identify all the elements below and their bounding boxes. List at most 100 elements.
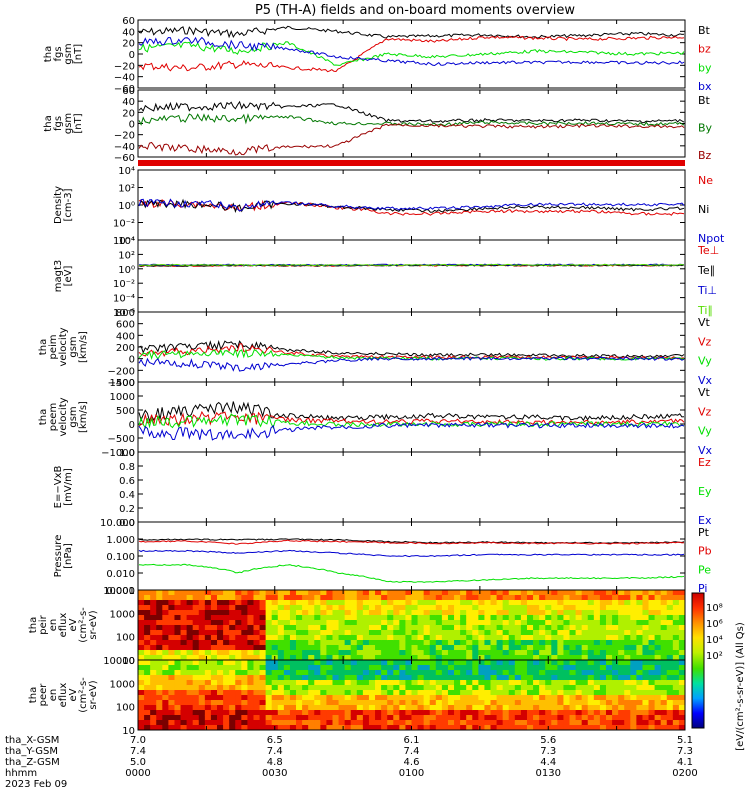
- spectrogram-cell: [223, 725, 230, 731]
- spectrogram-cell: [399, 700, 406, 706]
- spectrogram-cell: [223, 660, 230, 666]
- spectrogram-cell: [198, 695, 206, 701]
- spectrogram-cell: [241, 670, 248, 676]
- spectrogram-cell: [569, 630, 576, 636]
- legend-Vt: Vt: [698, 386, 711, 399]
- spectrogram-cell: [138, 690, 145, 696]
- spectrogram-cell: [599, 625, 607, 631]
- spectrogram-cell: [235, 605, 242, 611]
- spectrogram-cell: [417, 590, 425, 596]
- spectrogram-cell: [478, 695, 485, 701]
- spectrogram-cell: [660, 615, 668, 621]
- spectrogram-cell: [612, 720, 619, 726]
- spectrogram-cell: [375, 595, 382, 601]
- spectrogram-cell: [460, 715, 467, 721]
- spectrogram-cell: [514, 695, 522, 701]
- spectrogram-cell: [162, 720, 169, 726]
- spectrogram-cell: [551, 610, 558, 616]
- spectrogram-cell: [484, 715, 491, 721]
- spectrogram-cell: [630, 645, 637, 651]
- spectrogram-cell: [575, 725, 583, 731]
- spectrogram-cell: [502, 675, 510, 681]
- spectrogram-cell: [296, 605, 303, 611]
- spectrogram-cell: [490, 720, 497, 726]
- spectrogram-cell: [253, 725, 260, 731]
- spectrogram-cell: [314, 660, 321, 666]
- spectrogram-cell: [223, 680, 230, 686]
- spectrogram-cell: [605, 605, 613, 611]
- spectrogram-cell: [581, 710, 589, 716]
- spectrogram-cell: [277, 675, 285, 681]
- spectrogram-cell: [302, 725, 309, 731]
- spectrogram-cell: [277, 640, 285, 646]
- y-tick-label: 0.6: [119, 476, 135, 487]
- spectrogram-cell: [210, 620, 218, 626]
- spectrogram-cell: [563, 590, 570, 596]
- spectrogram-cell: [162, 675, 169, 681]
- spectrogram-cell: [308, 630, 315, 636]
- y-label-line: gsm: [68, 406, 79, 427]
- spectrogram-cell: [612, 615, 619, 621]
- spectrogram-cell: [496, 595, 504, 601]
- spectrogram-cell: [624, 605, 631, 611]
- spectrogram-cell: [423, 595, 431, 601]
- spectrogram-cell: [405, 600, 412, 606]
- spectrogram-cell: [350, 600, 358, 606]
- spectrogram-cell: [466, 630, 473, 636]
- spectrogram-cell: [332, 685, 339, 691]
- spectrogram-cell: [217, 670, 224, 676]
- spectrogram-cell: [563, 700, 570, 706]
- spectrogram-cell: [229, 655, 236, 661]
- spectrogram-cell: [417, 670, 425, 676]
- spectrogram-cell: [466, 620, 473, 626]
- spectrogram-cell: [514, 720, 522, 726]
- spectrogram-cell: [581, 620, 589, 626]
- spectrogram-cell: [648, 590, 656, 596]
- spectrogram-cell: [520, 610, 528, 616]
- spectrogram-cell: [508, 695, 516, 701]
- spectrogram-cell: [186, 620, 194, 626]
- spectrogram-cell: [441, 685, 449, 691]
- spectrogram-cell: [217, 695, 224, 701]
- spectrogram-cell: [381, 685, 388, 691]
- spectrogram-cell: [150, 615, 157, 621]
- spectrogram-cell: [259, 705, 267, 711]
- spectrogram-cell: [660, 650, 668, 656]
- spectrogram-cell: [441, 615, 449, 621]
- y-label-line: [nPa]: [63, 543, 74, 569]
- spectrogram-cell: [441, 625, 449, 631]
- spectrogram-cell: [241, 600, 248, 606]
- spectrogram-cell: [678, 590, 686, 596]
- spectrogram-cell: [435, 715, 443, 721]
- spectrogram-cell: [605, 625, 613, 631]
- spectrogram-cell: [447, 645, 455, 651]
- spectrogram-cell: [466, 710, 473, 716]
- spectrogram-cell: [417, 685, 425, 691]
- spectrogram-cell: [308, 635, 315, 641]
- spectrogram-cell: [539, 605, 546, 611]
- spectrogram-cell: [545, 700, 552, 706]
- spectrogram-cell: [314, 625, 321, 631]
- spectrogram-cell: [508, 660, 516, 666]
- y-label-line: eV: [68, 618, 79, 631]
- spectrogram-cell: [314, 720, 321, 726]
- spectrogram-cell: [678, 645, 686, 651]
- spectrogram-cell: [630, 675, 637, 681]
- spectrogram-cell: [265, 675, 273, 681]
- spectrogram-cell: [210, 610, 218, 616]
- spectrogram-cell: [265, 640, 273, 646]
- spectrogram-cell: [496, 635, 504, 641]
- x-tick-label: 6.5: [267, 735, 283, 746]
- spectrogram-cell: [484, 620, 491, 626]
- spectrogram-cell: [520, 670, 528, 676]
- spectrogram-cell: [508, 725, 516, 731]
- spectrogram-cell: [587, 650, 595, 656]
- spectrogram-cell: [362, 635, 370, 641]
- legend-Bz: Bz: [698, 149, 712, 162]
- spectrogram-cell: [551, 715, 558, 721]
- spectrogram-cell: [253, 700, 260, 706]
- spectrogram-cell: [514, 690, 522, 696]
- spectrogram-cell: [593, 630, 601, 636]
- spectrogram-cell: [180, 710, 188, 716]
- spectrogram-cell: [490, 650, 497, 656]
